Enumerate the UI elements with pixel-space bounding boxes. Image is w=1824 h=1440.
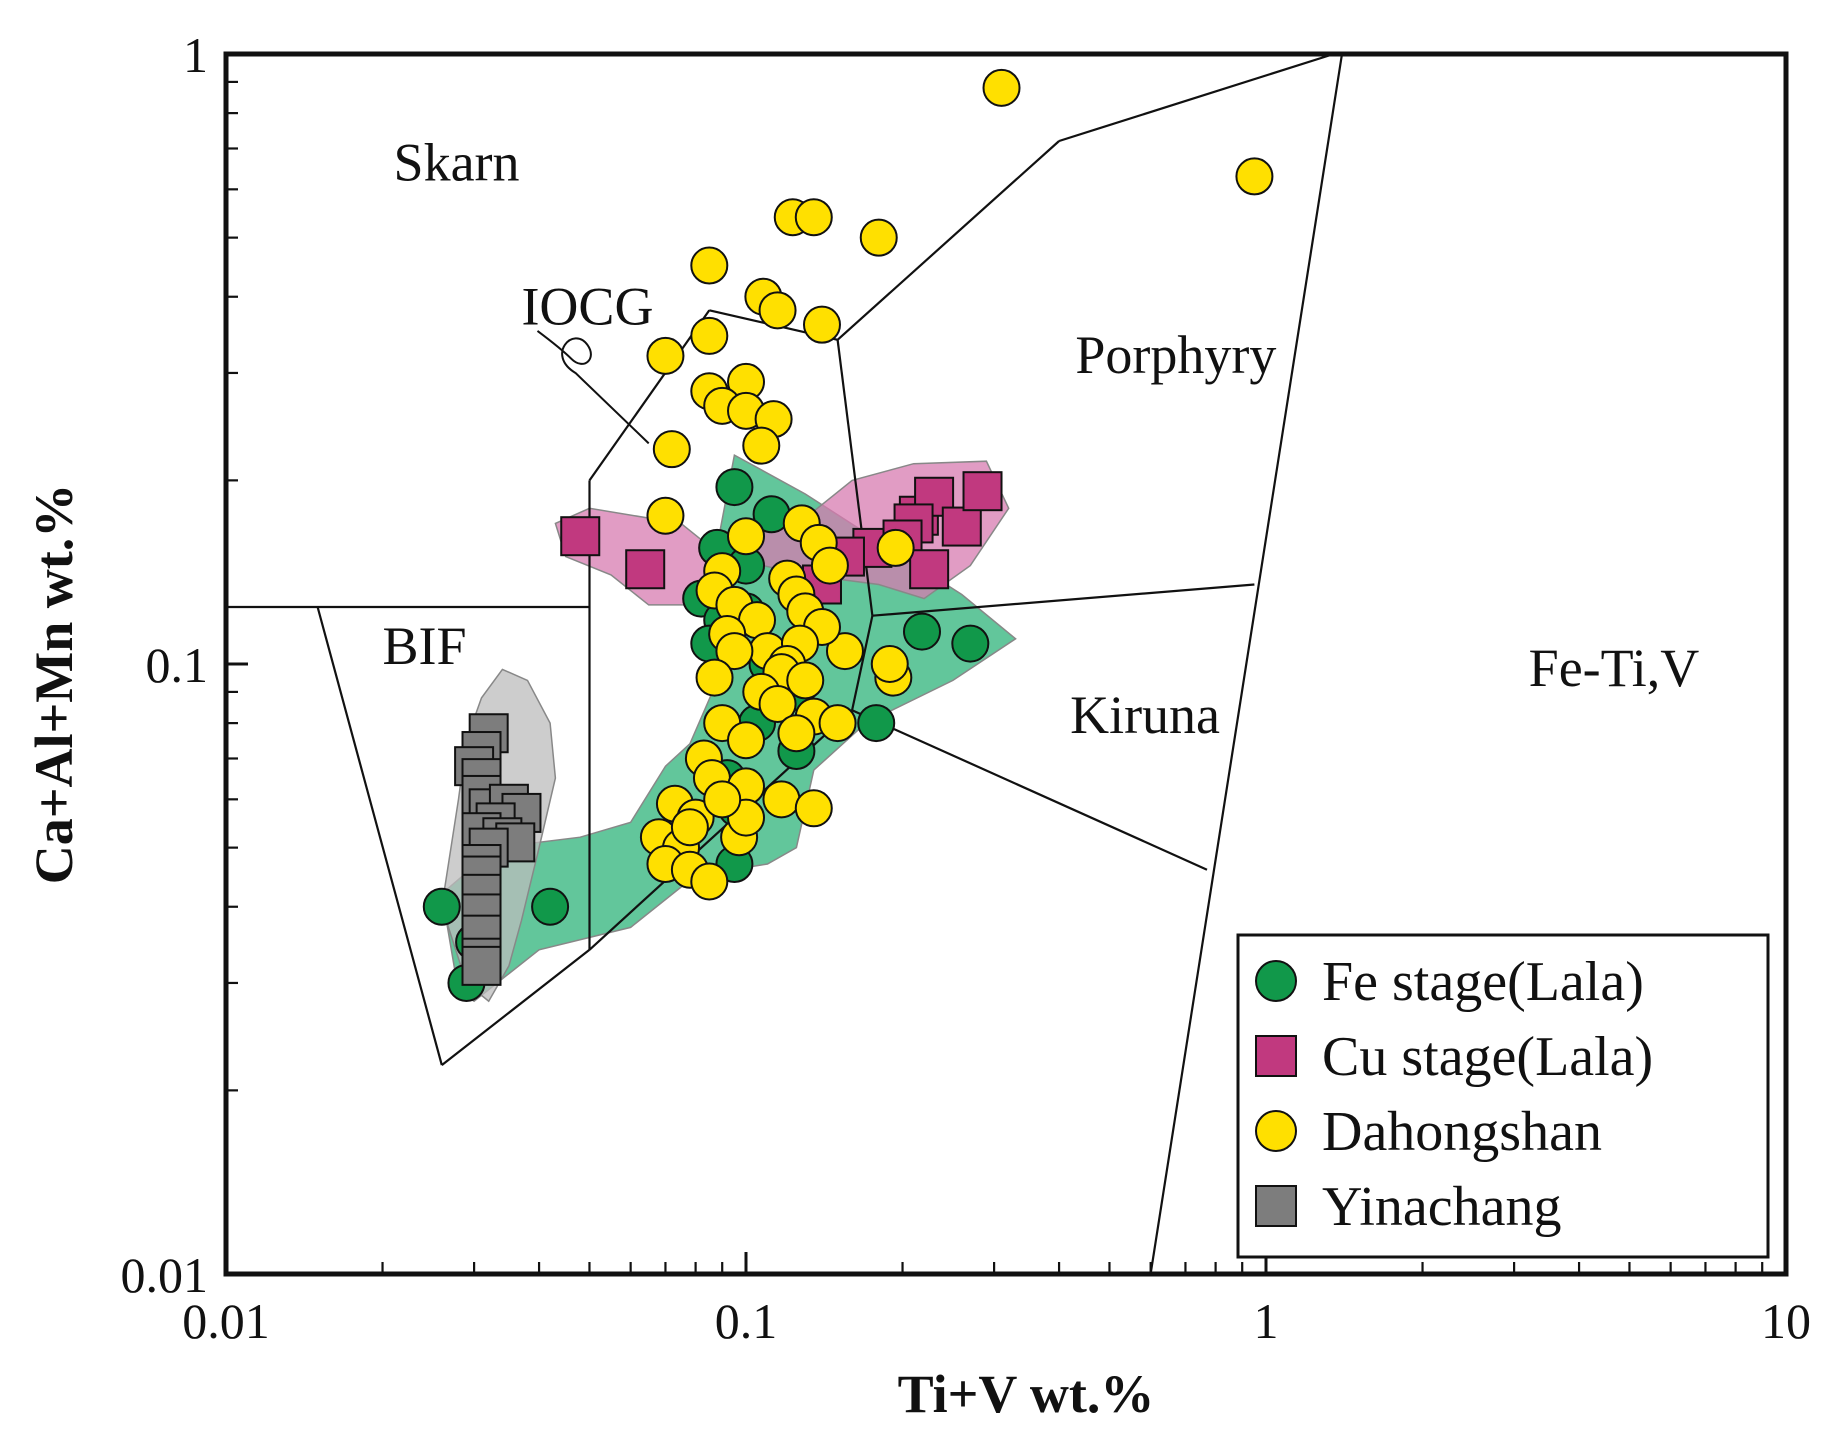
x-tick-label: 0.1 xyxy=(715,1293,778,1349)
data-point xyxy=(859,218,898,257)
data-point xyxy=(794,789,833,828)
data-point xyxy=(742,426,781,465)
data-point xyxy=(941,506,982,547)
data-point xyxy=(646,496,685,535)
boundary-line-8 xyxy=(836,339,874,616)
data-point xyxy=(876,528,915,567)
dahongshan-points xyxy=(639,68,1274,901)
data-point xyxy=(818,704,857,743)
legend-marker-fe-stage-lala xyxy=(1255,960,1297,1002)
legend-label-cu-stage-lala: Cu stage(Lala) xyxy=(1322,1026,1653,1088)
region-label-skarn: Skarn xyxy=(394,133,520,193)
data-point xyxy=(422,887,461,926)
region-label-fe-ti-v: Fe-Ti,V xyxy=(1529,638,1700,698)
data-point xyxy=(810,546,849,585)
legend-label-fe-stage-lala: Fe stage(Lala) xyxy=(1322,951,1644,1013)
data-point xyxy=(951,624,990,663)
boundary-line-11 xyxy=(872,583,1255,617)
data-point xyxy=(715,632,754,671)
region-layer: Skarn IOCG Porphyry BIF Kiruna Fe-Ti,V xyxy=(383,133,1700,746)
data-point xyxy=(531,887,570,926)
data-point xyxy=(758,684,797,723)
x-tick-label: 1 xyxy=(1254,1293,1279,1349)
data-point xyxy=(802,305,841,344)
region-label-bif: BIF xyxy=(383,616,467,676)
legend: Fe stage(Lala) Cu stage(Lala) Dahongshan Yi… xyxy=(1236,933,1770,1259)
boundary-line-10 xyxy=(851,615,874,711)
data-point xyxy=(1235,157,1274,196)
data-point xyxy=(762,780,801,819)
data-point xyxy=(690,246,729,285)
data-point xyxy=(825,632,864,671)
point-layer xyxy=(422,68,1274,1002)
y-axis-label: Ca+Al+Mn wt.% xyxy=(24,484,84,885)
boundary-line-6 xyxy=(836,140,1060,341)
legend-box xyxy=(1236,933,1770,1259)
legend-marker-dahongshan xyxy=(1255,1110,1297,1152)
data-point xyxy=(690,862,729,901)
data-point xyxy=(461,945,502,986)
x-tick-label: 0.01 xyxy=(182,1293,270,1349)
data-point xyxy=(794,198,833,237)
data-point xyxy=(715,468,754,507)
data-point xyxy=(652,430,691,469)
x-axis-label: Ti+V wt.% xyxy=(898,1364,1155,1424)
data-point xyxy=(909,549,950,590)
boundary-line-4 xyxy=(588,309,711,482)
data-point xyxy=(902,612,941,651)
region-label-porphyry: Porphyry xyxy=(1075,325,1276,385)
boundary-line-2 xyxy=(441,948,591,1066)
y-tick-label: 0.1 xyxy=(146,637,209,693)
boundary-line-12 xyxy=(851,709,1208,871)
iocg-leader-line xyxy=(536,330,650,445)
data-point xyxy=(727,517,765,556)
boundary-line-1 xyxy=(316,606,443,1066)
data-point xyxy=(625,549,666,590)
data-point xyxy=(982,68,1021,107)
data-point xyxy=(786,661,825,700)
region-label-iocg: IOCG xyxy=(521,277,653,337)
data-point xyxy=(727,721,765,760)
tick-layer: 0.01 0.1 1 10 0.01 0.1 1 xyxy=(121,27,1812,1349)
boundary-line-13 xyxy=(1149,53,1344,1275)
legend-marker-yinachang xyxy=(1255,1185,1297,1227)
y-tick-label: 1 xyxy=(183,27,208,83)
boundary-line-7 xyxy=(1058,52,1335,143)
data-point xyxy=(695,658,734,697)
boundary-layer xyxy=(226,52,1344,1275)
x-tick-label: 10 xyxy=(1761,1293,1811,1349)
data-point xyxy=(777,714,816,753)
data-point xyxy=(670,808,709,847)
data-point xyxy=(857,704,896,743)
legend-marker-cu-stage-lala xyxy=(1255,1035,1297,1077)
data-point xyxy=(703,780,742,819)
yinachang-points xyxy=(454,713,542,986)
region-label-kiruna: Kiruna xyxy=(1070,685,1220,745)
data-point xyxy=(646,336,685,375)
data-point xyxy=(870,645,909,683)
data-point xyxy=(690,316,729,355)
data-point xyxy=(962,471,1003,512)
data-point xyxy=(758,291,797,330)
data-point xyxy=(560,516,601,557)
y-tick-label: 0.01 xyxy=(121,1247,209,1303)
legend-label-dahongshan: Dahongshan xyxy=(1322,1101,1602,1163)
legend-label-yinachang: Yinachang xyxy=(1322,1176,1561,1238)
